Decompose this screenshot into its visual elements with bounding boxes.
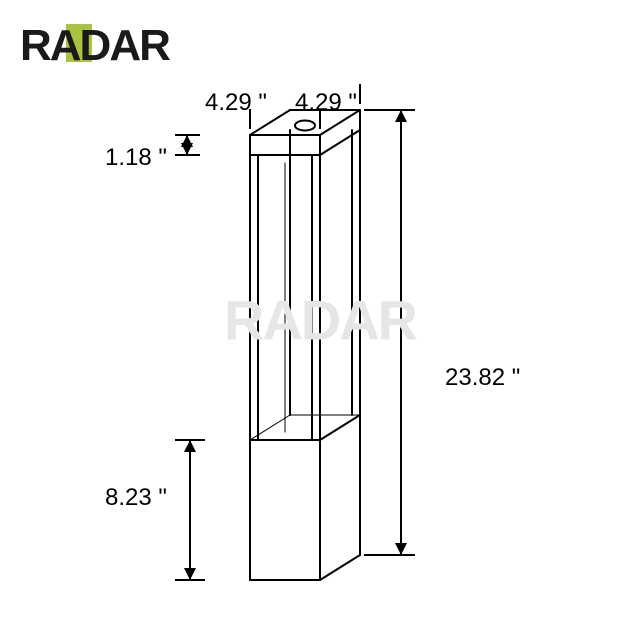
svg-text:23.82 ": 23.82 " (445, 364, 520, 391)
logo-text: RADAR (20, 21, 170, 70)
svg-text:8.23 ": 8.23 " (105, 484, 167, 511)
svg-text:1.18 ": 1.18 " (105, 144, 167, 171)
brand-logo: RADAR (20, 18, 220, 74)
logo-svg: RADAR (20, 18, 220, 74)
svg-text:4.29 ": 4.29 " (295, 89, 357, 116)
technical-drawing: 4.29 " 4.29 " 1.18 " 8.23 " 23.82 " (0, 0, 640, 640)
svg-text:4.29 ": 4.29 " (205, 89, 267, 116)
